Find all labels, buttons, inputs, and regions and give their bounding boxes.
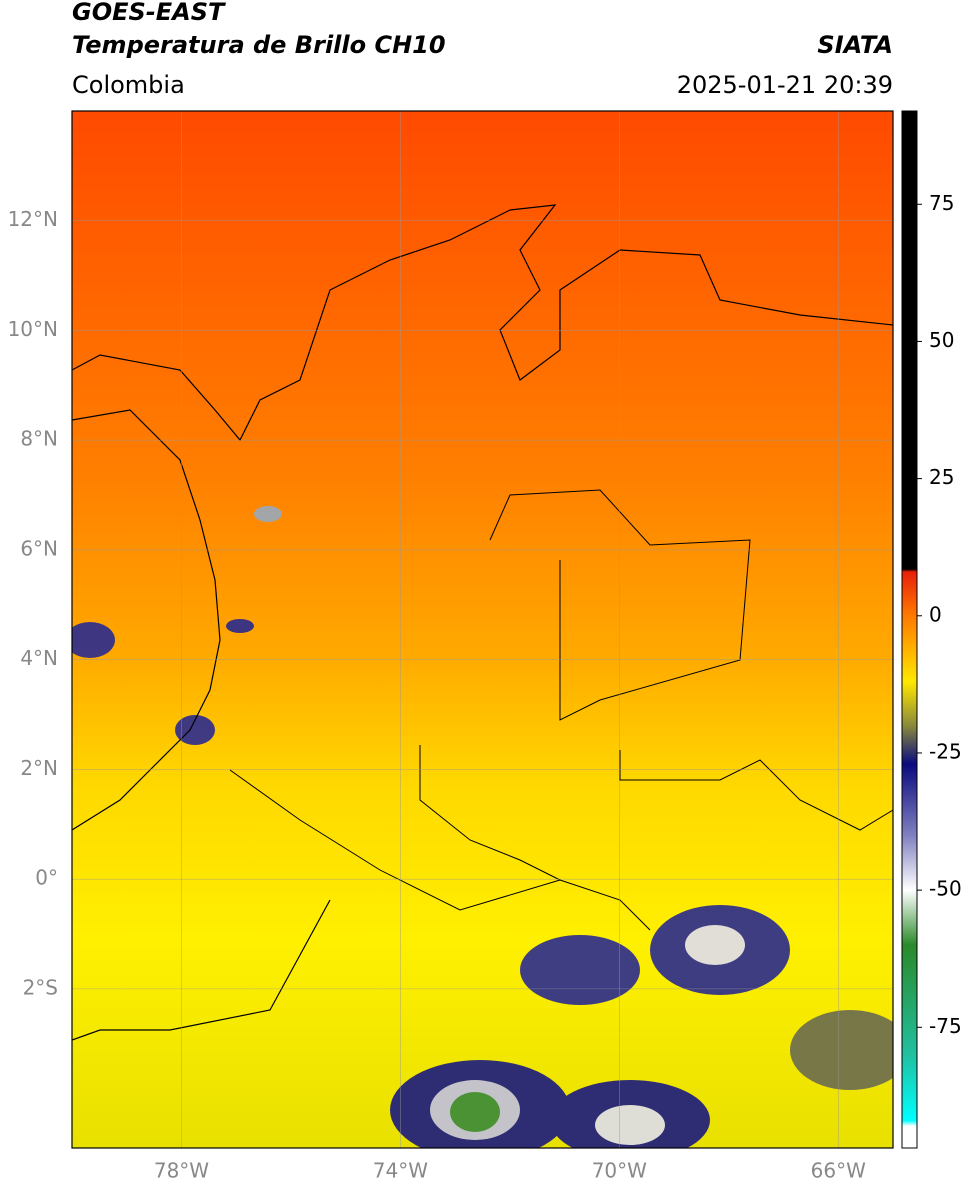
lon-tick-label: 78°W bbox=[154, 1159, 209, 1183]
lat-tick-label: 0° bbox=[35, 866, 58, 890]
colorbar-tick-label: 50 bbox=[929, 328, 954, 352]
graticule bbox=[72, 111, 893, 1148]
lat-tick-label: 4°N bbox=[20, 646, 58, 670]
map-image bbox=[72, 111, 893, 1148]
lat-tick-label: 2°S bbox=[23, 975, 58, 999]
lat-tick-label: 2°N bbox=[20, 756, 58, 780]
source: SIATA bbox=[817, 31, 893, 59]
colorbar-tick-label: -25 bbox=[929, 739, 962, 763]
lon-tick-label: 70°W bbox=[592, 1159, 647, 1183]
colorbar bbox=[901, 110, 918, 1149]
colorbar-tick-label: -50 bbox=[929, 877, 962, 901]
product: Temperatura de Brillo CH10 bbox=[72, 31, 446, 59]
timestamp: 2025-01-21 20:39 bbox=[677, 71, 893, 99]
lat-tick-label: 12°N bbox=[8, 207, 58, 231]
colorbar-tick-label: 0 bbox=[929, 602, 942, 626]
colorbar-tick-label: 25 bbox=[929, 465, 954, 489]
colorbar-tick-label: -75 bbox=[929, 1014, 962, 1038]
lat-tick-label: 6°N bbox=[20, 536, 58, 560]
satellite: GOES-EAST bbox=[72, 0, 226, 26]
map-frame bbox=[71, 110, 894, 1149]
lon-tick-label: 66°W bbox=[811, 1159, 866, 1183]
region: Colombia bbox=[72, 71, 185, 99]
lon-tick-label: 74°W bbox=[373, 1159, 428, 1183]
lat-tick-label: 8°N bbox=[20, 427, 58, 451]
colorbar-tick-label: 75 bbox=[929, 191, 954, 215]
lat-tick-label: 10°N bbox=[8, 317, 58, 341]
